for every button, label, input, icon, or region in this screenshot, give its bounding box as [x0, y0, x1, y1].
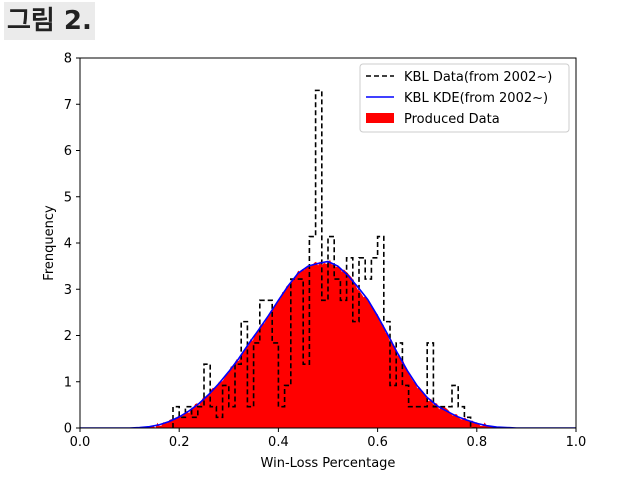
x-tick-label: 0.2	[169, 435, 190, 450]
legend: KBL Data(from 2002~) KBL KDE(from 2002~)…	[359, 63, 570, 133]
x-tick-label: 0.8	[466, 435, 487, 450]
y-tick-label: 3	[64, 283, 72, 298]
y-tick-label: 6	[64, 144, 72, 159]
legend-produced-swatch	[366, 113, 394, 123]
figure-label: 그림 2.	[4, 2, 95, 40]
x-tick-label: 0.0	[70, 435, 91, 450]
y-tick-label: 7	[64, 98, 72, 113]
x-axis-label: Win-Loss Percentage	[261, 456, 396, 471]
y-tick-label: 8	[64, 52, 72, 67]
kbl-kde-line	[80, 260, 576, 428]
x-tick-label: 1.0	[566, 435, 587, 450]
y-tick-label: 0	[64, 422, 72, 437]
kbl-data-histogram	[172, 89, 477, 428]
y-tick-label: 2	[64, 329, 72, 344]
produced-data-area	[80, 259, 576, 428]
y-tick-label: 4	[64, 237, 72, 252]
legend-produced-label: Produced Data	[404, 112, 500, 127]
y-tick-label: 5	[64, 190, 72, 205]
legend-box	[359, 63, 570, 133]
x-tick-label: 0.4	[268, 435, 289, 450]
legend-kbl-data-label: KBL Data(from 2002~)	[404, 70, 552, 85]
legend-kbl-kde-label: KBL KDE(from 2002~)	[404, 91, 548, 106]
y-axis-label: Frenquency	[42, 205, 57, 281]
x-tick-label: 0.6	[367, 435, 388, 450]
y-tick-label: 1	[64, 375, 72, 390]
